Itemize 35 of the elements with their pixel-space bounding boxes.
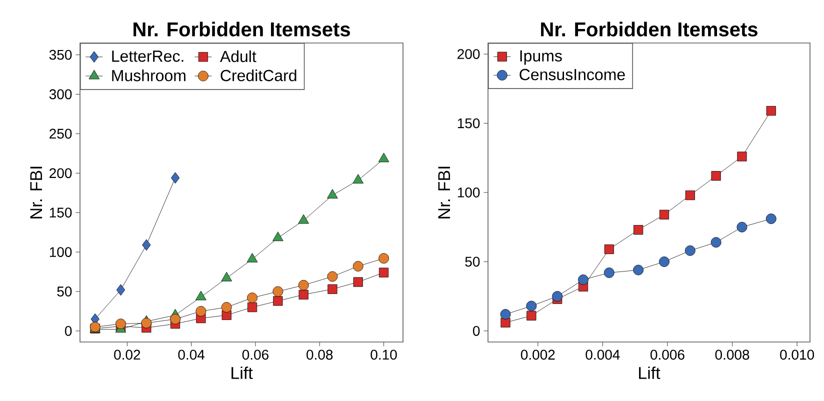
legend-label: CreditCard [220, 69, 296, 82]
x-tick-label: 0.04 [178, 350, 205, 360]
y-tick-label: 50 [465, 256, 480, 267]
x-axis-title: Lift [639, 366, 660, 380]
y-tick-label: 200 [458, 49, 480, 60]
x-axis-title: Lift [232, 366, 253, 380]
y-tick-label: 250 [50, 128, 72, 139]
legend-label: Ipums [520, 50, 562, 65]
legend-label: LetterRec. [112, 50, 184, 62]
x-tick-label: 0.08 [306, 350, 333, 360]
chart-title: Nr. Forbidden Itemsets [541, 22, 758, 36]
x-tick-label: 0.010 [780, 350, 814, 360]
chart-title: Nr. Forbidden Itemsets [134, 22, 350, 36]
y-tick-label: 350 [49, 50, 72, 60]
y-tick-label: 200 [50, 168, 72, 178]
x-tick-label: 0.10 [370, 350, 397, 360]
y-tick-label: 50 [57, 286, 72, 296]
legend-label: Mushroom [112, 69, 186, 82]
x-tick-label: 0.002 [520, 350, 555, 360]
y-tick-label: 100 [50, 247, 72, 258]
legend-label: Adult [220, 50, 256, 62]
y-tick-label: 0 [64, 326, 72, 336]
x-tick-label: 0.06 [242, 350, 268, 360]
x-tick-label: 0.008 [715, 350, 750, 360]
y-tick-label: 150 [458, 118, 480, 128]
y-tick-label: 150 [50, 208, 72, 218]
y-tick-label: 300 [49, 89, 72, 100]
legend-label: CensusIncome [520, 68, 625, 80]
x-tick-label: 0.004 [586, 350, 620, 360]
y-tick-label: 0 [472, 326, 480, 336]
x-tick-label: 0.006 [650, 350, 684, 360]
x-tick-label: 0.02 [114, 350, 140, 360]
y-axis-title: Nr. FBI [438, 166, 450, 218]
y-tick-label: 100 [458, 188, 480, 198]
y-axis-title: Nr. FBI [30, 166, 42, 218]
